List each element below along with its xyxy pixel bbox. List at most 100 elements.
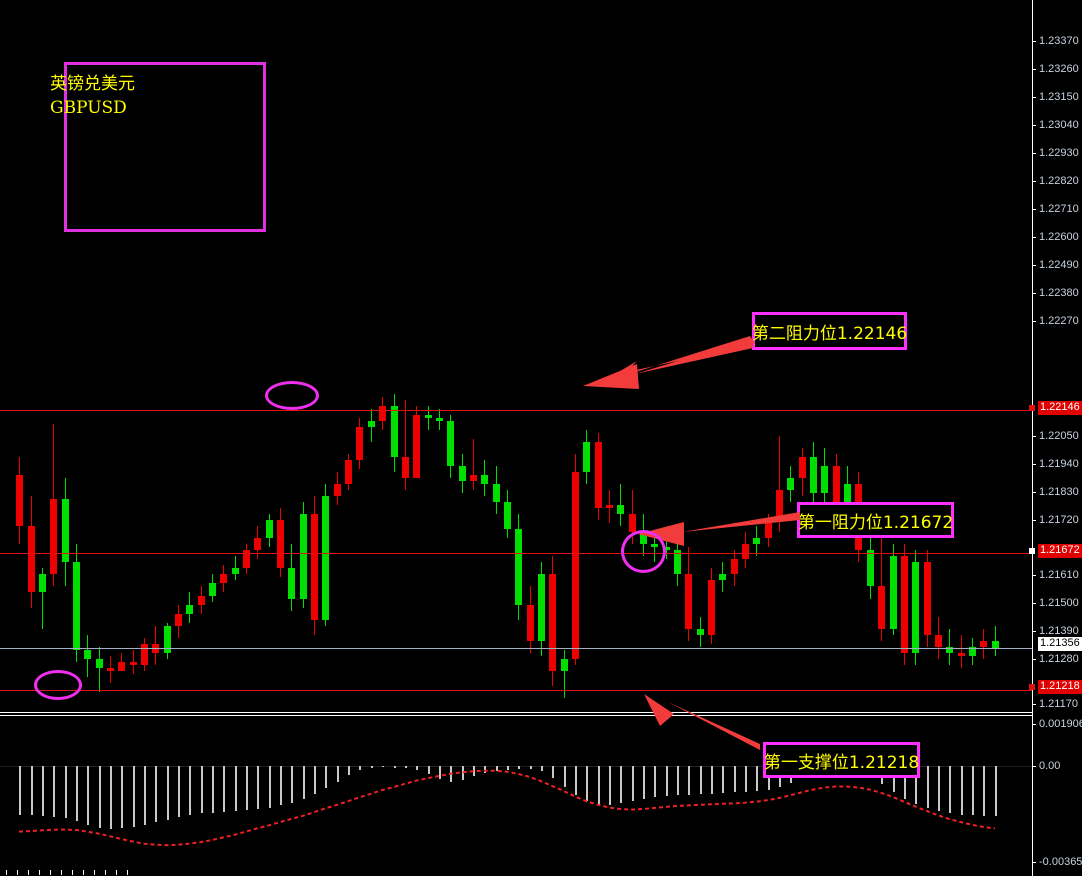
axis-tick-label: 1.22710 — [1039, 203, 1079, 215]
candle-body — [186, 604, 193, 614]
macd-histogram-bar — [722, 766, 724, 793]
axis-tick-label: 1.21720 — [1039, 514, 1079, 526]
macd-tick — [28, 870, 29, 875]
highlight-ellipse-support-1 — [34, 670, 82, 700]
macd-histogram-bar — [19, 766, 21, 815]
candle-body — [322, 496, 329, 620]
candle-wick — [473, 438, 474, 491]
macd-histogram-bar — [382, 766, 384, 768]
macd-tick — [72, 870, 73, 875]
axis-tick — [1032, 704, 1036, 705]
candle-body — [572, 471, 579, 659]
candle-body — [220, 574, 227, 584]
macd-histogram-bar — [688, 766, 690, 795]
axis-tick-label: 1.22490 — [1039, 259, 1079, 271]
axis-price-pill-support[interactable]: 1.21218 — [1038, 680, 1082, 694]
pane-divider-top — [0, 712, 1032, 713]
macd-indicator-pane[interactable] — [0, 716, 1032, 876]
macd-histogram-bar — [167, 766, 169, 820]
support-1-arrow-icon — [644, 694, 760, 750]
axis-tick-label: 1.23260 — [1039, 63, 1079, 75]
candle-body — [198, 595, 205, 605]
axis-tick-label: 1.21390 — [1039, 625, 1079, 637]
pane-divider-bottom — [0, 715, 1032, 716]
macd-histogram-bar — [235, 766, 237, 812]
macd-histogram-bar — [564, 766, 566, 787]
candle-body — [107, 667, 114, 671]
level-line[interactable] — [0, 690, 1032, 691]
axis-price-pill-current[interactable]: 1.21356 — [1038, 637, 1082, 651]
macd-histogram-bar — [711, 766, 713, 794]
macd-histogram-bar — [110, 766, 112, 829]
macd-histogram-bar — [654, 766, 656, 798]
axis-tick-label: 1.21280 — [1039, 653, 1079, 665]
macd-histogram-bar — [87, 766, 89, 826]
candle-body — [685, 574, 692, 629]
axis-spine — [1032, 0, 1033, 876]
macd-histogram-bar — [972, 766, 974, 816]
axis-price-pill-resistance[interactable]: 1.22146 — [1038, 401, 1082, 415]
level-line[interactable] — [0, 410, 1032, 411]
candle-wick — [428, 405, 429, 430]
candle-body — [878, 586, 885, 629]
candle-body — [73, 562, 80, 650]
macd-histogram-bar — [473, 766, 475, 777]
candle-body — [504, 502, 511, 530]
axis-tick — [1032, 464, 1036, 465]
macd-tick — [116, 870, 117, 875]
macd-histogram-bar — [246, 766, 248, 811]
axis-price-pill-resistance[interactable]: 1.21672 — [1038, 544, 1082, 558]
macd-histogram-bar — [144, 766, 146, 826]
macd-histogram-bar — [212, 766, 214, 813]
candle-body — [583, 441, 590, 472]
macd-histogram-bar — [280, 766, 282, 806]
candle-body — [719, 574, 726, 581]
candle-wick — [405, 399, 406, 491]
macd-histogram-bar — [31, 766, 33, 816]
axis-tick-label: 1.22930 — [1039, 147, 1079, 159]
macd-histogram-bar — [201, 766, 203, 814]
candle-body — [175, 613, 182, 626]
candle-body — [481, 474, 488, 484]
macd-histogram-bar — [552, 766, 554, 778]
candle-body — [130, 661, 137, 665]
candle-body — [799, 456, 806, 478]
candle-body — [447, 420, 454, 466]
highlight-ellipse-resistance-2 — [265, 381, 319, 410]
candle-body — [300, 514, 307, 599]
macd-histogram-bar — [983, 766, 985, 816]
macd-histogram-bar — [99, 766, 101, 828]
axis-tick — [1032, 492, 1036, 493]
candle-body — [436, 417, 443, 421]
candle-body — [946, 646, 953, 653]
axis-price-handle[interactable] — [1029, 684, 1035, 690]
price-axis[interactable]: 1.23370 1.23260 1.23150 1.23040 1.22930 1.228… — [1029, 0, 1082, 876]
macd-histogram-bar — [303, 766, 305, 799]
candle-body — [164, 625, 171, 653]
macd-histogram-bar — [314, 766, 316, 794]
axis-tick-label: 1.21170 — [1039, 698, 1078, 710]
level-line[interactable] — [0, 553, 1032, 554]
macd-tick — [6, 870, 7, 875]
candle-body — [890, 556, 897, 629]
candle-body — [334, 484, 341, 497]
macd-histogram-bar — [961, 766, 963, 815]
candle-body — [459, 465, 466, 481]
candle-body — [84, 649, 91, 659]
candle-body — [515, 529, 522, 605]
macd-histogram-bar — [598, 766, 600, 806]
symbol-name-cn: 英镑兑美元 — [50, 74, 135, 94]
axis-price-handle[interactable] — [1029, 548, 1035, 554]
macd-histogram-bar — [541, 766, 543, 772]
macd-histogram-bar — [995, 766, 997, 816]
candle-body — [787, 477, 794, 491]
level-line[interactable] — [0, 648, 1032, 649]
candle-body — [697, 628, 704, 635]
candle-body — [62, 499, 69, 563]
candle-body — [810, 456, 817, 494]
macd-histogram-bar — [121, 766, 123, 829]
candle-wick — [779, 435, 780, 533]
axis-tick — [1032, 209, 1036, 210]
axis-price-handle[interactable] — [1029, 405, 1035, 411]
